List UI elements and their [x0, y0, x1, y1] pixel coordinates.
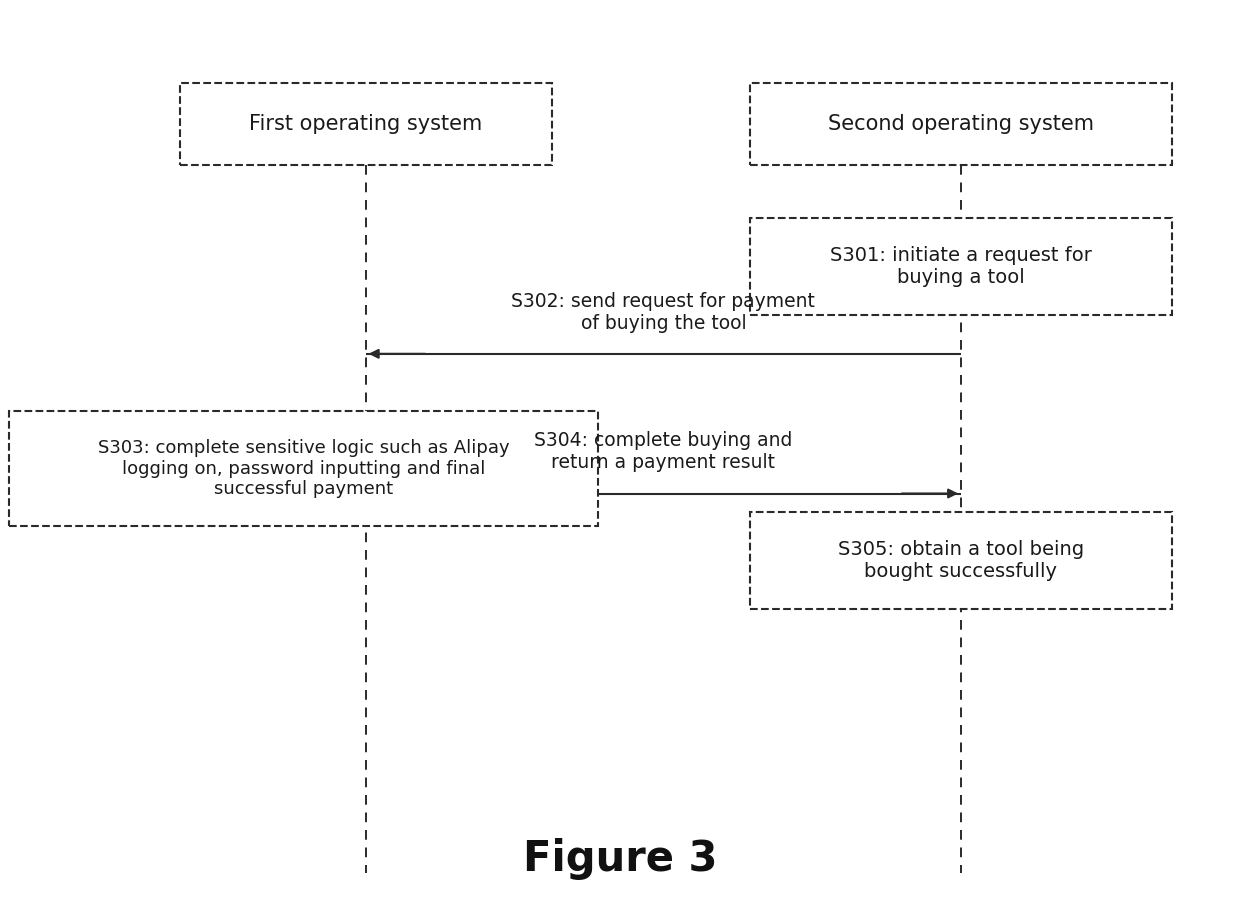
Text: S304: complete buying and
return a payment result: S304: complete buying and return a payme… [534, 431, 792, 472]
FancyBboxPatch shape [750, 219, 1172, 314]
FancyBboxPatch shape [180, 83, 552, 165]
Text: S305: obtain a tool being
bought successfully: S305: obtain a tool being bought success… [838, 540, 1084, 581]
FancyBboxPatch shape [10, 412, 598, 526]
FancyBboxPatch shape [750, 512, 1172, 608]
Text: S301: initiate a request for
buying a tool: S301: initiate a request for buying a to… [830, 246, 1092, 287]
Text: Second operating system: Second operating system [828, 114, 1094, 134]
FancyBboxPatch shape [750, 83, 1172, 165]
Text: S303: complete sensitive logic such as Alipay
logging on, password inputting and: S303: complete sensitive logic such as A… [98, 439, 510, 498]
Text: S302: send request for payment
of buying the tool: S302: send request for payment of buying… [511, 291, 816, 333]
Text: Figure 3: Figure 3 [523, 838, 717, 880]
Text: First operating system: First operating system [249, 114, 482, 134]
